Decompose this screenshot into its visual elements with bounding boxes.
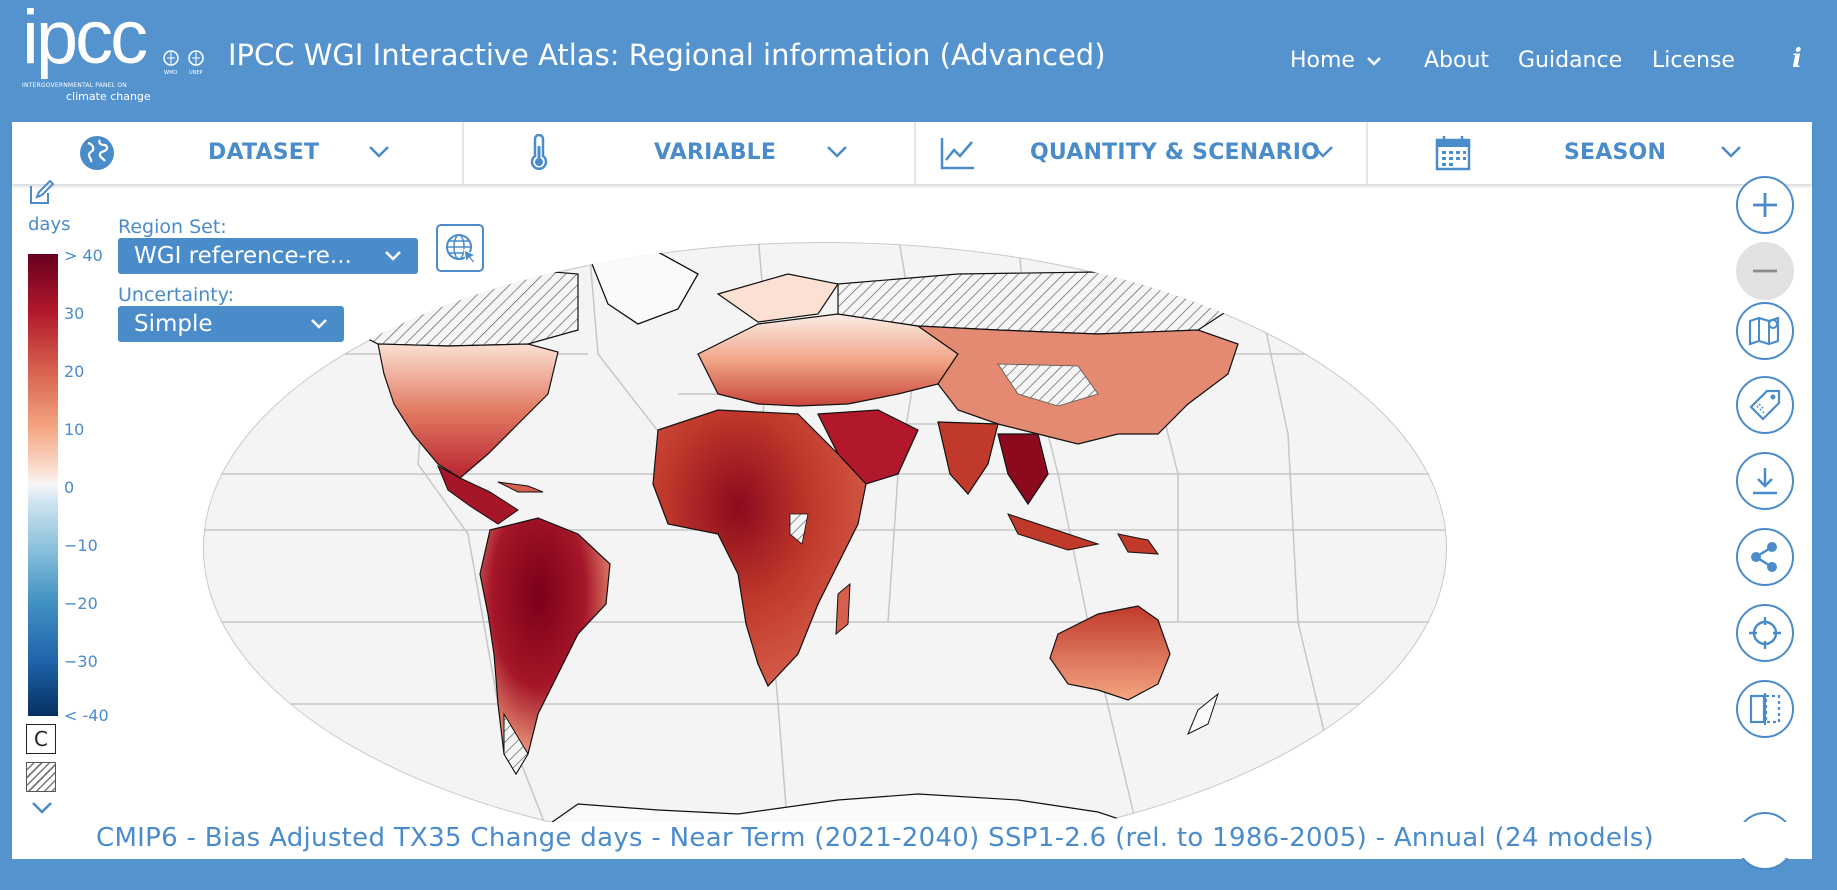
- logo-tagline-2: climate change: [66, 90, 151, 103]
- world-map[interactable]: [198, 234, 1452, 832]
- chevron-down-icon[interactable]: [30, 798, 54, 818]
- colorbar-tick: 20: [64, 362, 85, 381]
- colorbar-tick: 10: [64, 420, 85, 439]
- tab-quantity-scenario-label: QUANTITY & SCENARIO: [1030, 140, 1321, 165]
- download-button[interactable]: [1736, 452, 1794, 510]
- tab-season-label: SEASON: [1564, 140, 1667, 165]
- org-logo-unep: UNEP: [189, 70, 203, 76]
- tab-variable-label: VARIABLE: [654, 140, 777, 165]
- uncertainty-value: Simple: [134, 311, 213, 337]
- colorbar-tick: < -40: [64, 706, 109, 725]
- colorbar-tick: −20: [64, 594, 98, 613]
- download-icon: [1753, 468, 1777, 495]
- locate-button[interactable]: [1736, 604, 1794, 662]
- tab-variable[interactable]: VARIABLE: [464, 122, 916, 184]
- top-header: ipcc INTERGOVERNMENTAL PANEL ON climate …: [0, 0, 1837, 122]
- tibet: [997, 363, 1099, 407]
- caribbean: [497, 481, 544, 493]
- confidence-legend: C: [26, 724, 56, 754]
- chevron-down-icon: [385, 251, 401, 261]
- region-set-value: WGI reference-re...: [134, 243, 352, 269]
- africa-hatch: [789, 513, 809, 545]
- share-icon: [1751, 542, 1777, 572]
- nav-about[interactable]: About: [1424, 48, 1490, 73]
- calendar-icon: [1435, 136, 1471, 171]
- south-america: [479, 517, 611, 776]
- tab-season[interactable]: SEASON: [1368, 122, 1812, 184]
- wmo-unep-logos: WMO UNEP: [160, 48, 210, 76]
- edit-legend-icon[interactable]: [28, 180, 54, 206]
- globe-pointer-icon: [446, 234, 477, 264]
- colorbar-tick: 0: [64, 478, 75, 497]
- chevron-down-icon: [1721, 146, 1741, 158]
- globe-icon: [80, 136, 114, 170]
- compare-icon: [1749, 693, 1781, 725]
- info-icon[interactable]: i: [1792, 44, 1802, 74]
- region-set-select[interactable]: WGI reference-re...: [118, 238, 418, 274]
- tab-quantity-scenario[interactable]: QUANTITY & SCENARIO: [916, 122, 1368, 184]
- legend-unit: days: [28, 214, 71, 235]
- north-america: [377, 343, 559, 479]
- region-globe-button[interactable]: [436, 224, 484, 272]
- zoom-out-button[interactable]: [1736, 242, 1794, 300]
- southeast-asia: [997, 433, 1049, 506]
- north-america-north: [337, 263, 579, 347]
- madagascar: [835, 582, 851, 636]
- colorbar-tick: −30: [64, 652, 98, 671]
- compare-button[interactable]: [1736, 680, 1794, 738]
- selection-toolbar: DATASET VARIABLE QUANTITY & SCENARIO: [12, 122, 1812, 185]
- nav-home[interactable]: Home: [1290, 48, 1382, 73]
- tag-icon: [1749, 389, 1781, 421]
- nav-guidance[interactable]: Guidance: [1518, 48, 1623, 73]
- new-zealand: [1187, 692, 1220, 736]
- line-chart-icon: [940, 138, 974, 170]
- chevron-down-icon: [311, 319, 327, 329]
- uncertainty-select[interactable]: Simple: [118, 306, 344, 342]
- chevron-down-icon: [827, 146, 847, 158]
- atlas-panel: DATASET VARIABLE QUANTITY & SCENARIO: [12, 122, 1812, 870]
- colorbar: [28, 254, 58, 716]
- patagonia: [503, 712, 529, 775]
- australia: [1049, 605, 1171, 701]
- india: [937, 421, 999, 495]
- uncertainty-label: Uncertainty:: [118, 284, 235, 306]
- scandinavia: [716, 273, 839, 323]
- zoom-in-icon: [1753, 193, 1777, 217]
- europe: [697, 313, 959, 407]
- hatch-legend: [26, 762, 56, 792]
- nav-home-label: Home: [1290, 48, 1355, 73]
- map-caption: CMIP6 - Bias Adjusted TX35 Change days -…: [96, 823, 1655, 853]
- labels-button[interactable]: [1736, 376, 1794, 434]
- chevron-down-icon: [1313, 146, 1333, 158]
- org-logo-wmo: WMO: [164, 70, 177, 76]
- zoom-out-icon: [1753, 269, 1777, 273]
- chevron-down-icon: [1367, 57, 1381, 66]
- share-button[interactable]: [1736, 528, 1794, 586]
- colorbar-tick: −10: [64, 536, 98, 555]
- indonesia: [1007, 513, 1100, 551]
- map-icon: [1748, 316, 1780, 346]
- locate-icon: [1749, 617, 1781, 649]
- colorbar-tick: 30: [64, 304, 85, 323]
- map-layers-button[interactable]: [1736, 302, 1794, 360]
- new-guinea: [1117, 533, 1160, 555]
- tab-dataset-label: DATASET: [208, 140, 320, 165]
- central-america: [436, 464, 519, 525]
- logo-wordmark: ipcc: [22, 0, 148, 80]
- logo-tagline: INTERGOVERNMENTAL PANEL ON: [22, 82, 127, 89]
- colorbar-tick: > 40: [64, 246, 103, 265]
- africa: [652, 409, 867, 688]
- zoom-in-button[interactable]: [1736, 176, 1794, 234]
- ipcc-logo[interactable]: ipcc INTERGOVERNMENTAL PANEL ON climate …: [22, 0, 151, 104]
- app-title: IPCC WGI Interactive Atlas: Regional inf…: [228, 38, 1106, 72]
- chevron-down-icon: [369, 146, 389, 158]
- map-caption-bar: CMIP6 - Bias Adjusted TX35 Change days -…: [12, 822, 1812, 858]
- nav-license[interactable]: License: [1652, 48, 1735, 73]
- tab-dataset[interactable]: DATASET: [12, 122, 464, 184]
- region-set-label: Region Set:: [118, 216, 227, 238]
- thermometer-icon: [530, 134, 548, 170]
